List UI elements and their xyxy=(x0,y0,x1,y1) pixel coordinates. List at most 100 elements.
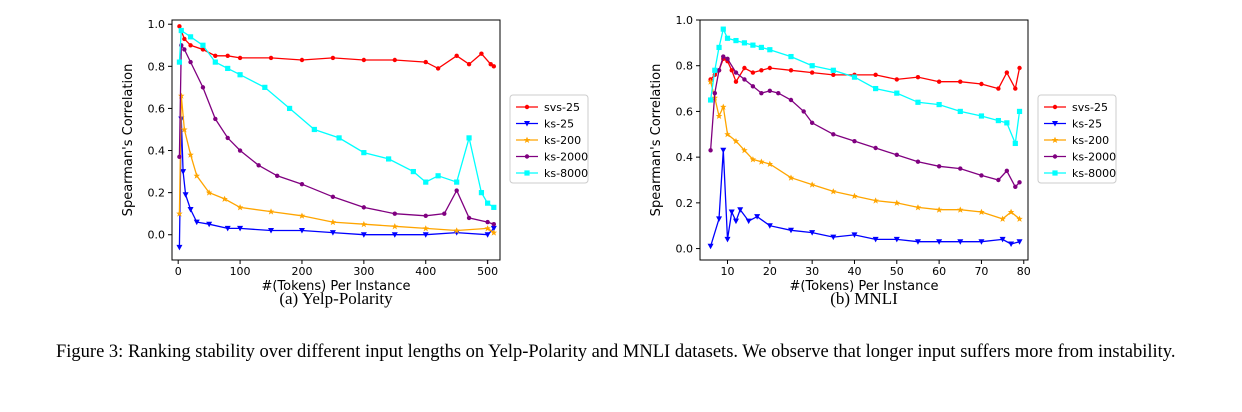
yelp-point-ks-2000 xyxy=(177,154,182,160)
yelp-point-ks-25 xyxy=(391,232,398,238)
mnli-y-tick-label: 0.8 xyxy=(676,60,694,73)
yelp-point-svs-25 xyxy=(466,62,472,67)
mnli-point-ks-25 xyxy=(978,239,985,245)
mnli-point-ks-25 xyxy=(809,230,816,236)
mnli-point-svs-25 xyxy=(1013,86,1018,91)
yelp-point-ks-200 xyxy=(360,221,368,228)
yelp-legend-label-svs-25: svs-25 xyxy=(544,101,580,114)
mnli-point-ks-200 xyxy=(1016,215,1023,222)
mnli-point-ks-200 xyxy=(720,103,727,110)
yelp-point-ks-25 xyxy=(484,232,491,238)
mnli-point-svs-25 xyxy=(873,72,878,78)
yelp-plot-area xyxy=(176,24,498,251)
mnli-point-ks-25 xyxy=(754,214,761,220)
yelp-legend-marker-ks-200 xyxy=(523,136,531,143)
mnli-point-svs-25 xyxy=(831,72,836,78)
mnli-point-ks-8000 xyxy=(707,97,714,103)
mnli-point-ks-2000 xyxy=(708,148,713,153)
mnli-point-ks-25 xyxy=(745,218,752,225)
yelp-point-ks-8000 xyxy=(466,135,472,141)
mnli-point-ks-2000 xyxy=(742,77,747,82)
yelp-point-ks-2000 xyxy=(213,116,218,122)
mnli-point-ks-25 xyxy=(1008,241,1015,247)
yelp-point-ks-200 xyxy=(490,229,498,236)
mnli-point-ks-25 xyxy=(716,216,723,222)
mnli-point-ks-25 xyxy=(872,236,879,243)
yelp-point-ks-8000 xyxy=(485,200,491,206)
mnli-point-ks-25 xyxy=(728,209,735,215)
chart-yelp-polarity: 0 100 200 300 400 500 0.0 0.2 0.4 0.6 0.8 1.0 #(Toke… xyxy=(121,18,589,294)
yelp-point-ks-8000 xyxy=(435,173,441,179)
mnli-x-tick-label: 20 xyxy=(763,265,777,278)
yelp-point-ks-2000 xyxy=(330,194,336,200)
mnli-point-ks-25 xyxy=(707,243,714,250)
mnli-point-ks-8000 xyxy=(894,90,900,96)
mnli-x-tick-label: 10 xyxy=(721,265,735,278)
yelp-point-svs-25 xyxy=(330,55,336,61)
yelp-point-ks-25 xyxy=(224,225,231,232)
mnli-point-ks-8000 xyxy=(788,53,794,60)
yelp-point-ks-25 xyxy=(180,169,187,175)
yelp-point-ks-8000 xyxy=(212,59,218,65)
mnli-point-ks-25 xyxy=(914,239,921,245)
mnli-point-ks-200 xyxy=(957,206,964,213)
yelp-y-tick-label: 0.2 xyxy=(148,187,166,200)
mnli-point-svs-25 xyxy=(788,68,794,73)
chart-mnli: 10 20 30 40 50 60 70 80 0.0 0.2 0.4 0.6 0.8 1.0 #(Toke… xyxy=(649,14,1117,294)
yelp-point-ks-8000 xyxy=(176,59,183,65)
yelp-x-tick-label: 300 xyxy=(353,265,374,278)
yelp-legend-label-ks-25: ks-25 xyxy=(544,118,574,131)
mnli-point-ks-200 xyxy=(749,156,757,163)
yelp-point-ks-8000 xyxy=(187,34,194,40)
yelp-point-ks-8000 xyxy=(286,105,293,112)
yelp-legend-marker-ks-8000 xyxy=(524,170,530,176)
yelp-point-ks-200 xyxy=(187,151,194,158)
mnli-y-tick-label: 0.2 xyxy=(676,197,694,210)
mnli-point-ks-8000 xyxy=(830,67,836,73)
yelp-point-ks-25 xyxy=(268,228,275,234)
yelp-point-svs-25 xyxy=(237,55,243,61)
yelp-y-axis-label: Spearman's Correlation xyxy=(121,64,136,217)
mnli-point-ks-8000 xyxy=(741,40,748,46)
yelp-y-tick-label: 0.4 xyxy=(148,145,166,158)
yelp-point-ks-8000 xyxy=(491,204,497,210)
mnli-point-svs-25 xyxy=(750,70,756,75)
mnli-point-ks-200 xyxy=(741,147,748,154)
yelp-legend-box xyxy=(509,94,589,184)
mnli-point-ks-8000 xyxy=(915,99,921,105)
yelp-point-svs-25 xyxy=(392,57,397,63)
mnli-point-ks-8000 xyxy=(750,42,756,48)
mnli-point-svs-25 xyxy=(729,68,734,73)
mnli-point-ks-2000 xyxy=(852,138,857,144)
yelp-point-svs-25 xyxy=(299,57,305,63)
yelp-point-ks-2000 xyxy=(466,215,472,221)
mnli-point-ks-8000 xyxy=(724,35,731,41)
yelp-point-ks-200 xyxy=(298,212,306,219)
yelp-legend-marker-ks-25 xyxy=(524,121,530,127)
mnli-legend-label-ks-8000: ks-8000 xyxy=(1072,167,1116,180)
yelp-axes-frame xyxy=(171,19,501,261)
mnli-point-ks-8000 xyxy=(1004,120,1010,126)
yelp-point-ks-25 xyxy=(360,232,367,238)
yelp-x-tick-label: 200 xyxy=(291,265,312,278)
mnli-point-ks-2000 xyxy=(1004,168,1010,174)
mnli-legend-label-ks-25: ks-25 xyxy=(1072,118,1102,131)
mnli-point-ks-25 xyxy=(720,147,727,154)
mnli-point-ks-2000 xyxy=(801,109,806,114)
mnli-point-svs-25 xyxy=(742,65,747,71)
yelp-point-ks-25 xyxy=(193,219,200,226)
yelp-series-line-ks-2000 xyxy=(178,43,495,225)
mnli-point-ks-2000 xyxy=(979,173,984,178)
mnli-point-ks-25 xyxy=(957,239,964,245)
figure-caption: Figure 3: Ranking stability over differe… xyxy=(56,342,1176,362)
yelp-legend-label-ks-8000: ks-8000 xyxy=(544,167,588,180)
yelp-point-ks-8000 xyxy=(225,65,231,72)
yelp-point-ks-25 xyxy=(298,228,305,234)
yelp-point-ks-8000 xyxy=(478,190,485,196)
yelp-point-ks-2000 xyxy=(225,135,230,141)
mnli-legend-marker-ks-8000 xyxy=(1052,170,1058,176)
mnli-plot-area xyxy=(707,26,1023,250)
yelp-point-svs-25 xyxy=(479,51,484,56)
mnli-point-ks-200 xyxy=(872,197,879,204)
